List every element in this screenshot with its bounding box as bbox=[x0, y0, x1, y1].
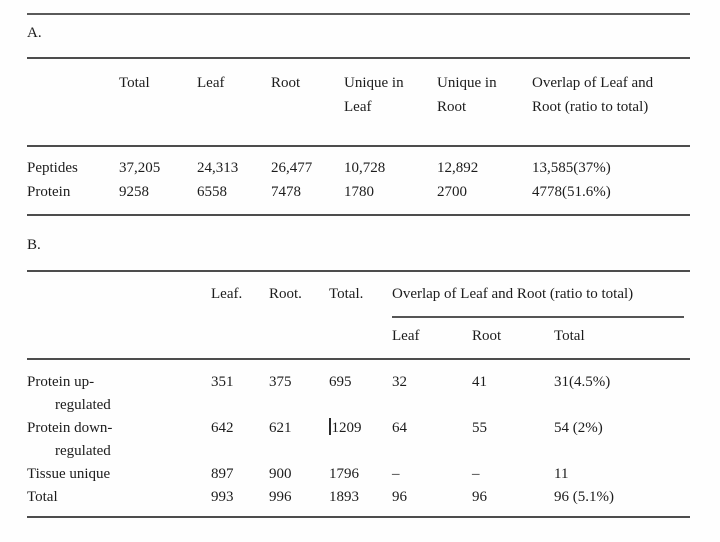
cell-unique-leaf: 1780 bbox=[344, 184, 374, 200]
table-row: Protein 9258 6558 7478 1780 2700 4778(51… bbox=[27, 180, 690, 204]
table-row: Tissue unique 897 900 1796 – – 11 bbox=[27, 463, 690, 486]
table-a-bottom-rule bbox=[27, 214, 690, 216]
cell-leaf: 351 bbox=[211, 374, 234, 390]
cell-unique-leaf: 10,728 bbox=[344, 160, 386, 176]
overlap-subheader-leaf: Leaf bbox=[392, 327, 420, 344]
rule-top bbox=[27, 13, 690, 15]
cell-overlap-total: 11 bbox=[554, 466, 569, 482]
cell-overlap-leaf: 32 bbox=[392, 374, 407, 390]
row-label: Protein up- regulated bbox=[27, 374, 111, 413]
cell-leaf: 993 bbox=[211, 489, 234, 505]
table-a-header-overlap: Overlap of Leaf and Root (ratio to total… bbox=[532, 75, 654, 115]
cell-overlap-leaf: 64 bbox=[392, 420, 407, 436]
cell-overlap-leaf: 96 bbox=[392, 489, 407, 505]
row-label: Protein bbox=[27, 184, 71, 200]
cell-overlap-root: 96 bbox=[472, 489, 487, 505]
cell-overlap-leaf: – bbox=[392, 466, 400, 482]
row-label: Peptides bbox=[27, 160, 78, 176]
table-row: Peptides 37,205 24,313 26,477 10,728 12,… bbox=[27, 156, 690, 180]
cell-overlap-root: – bbox=[472, 466, 480, 482]
cell-overlap-total: 54 (2%) bbox=[554, 420, 603, 436]
cell-leaf: 897 bbox=[211, 466, 234, 482]
table-b: Leaf. Root. Total. Overlap of Leaf and R… bbox=[27, 270, 690, 518]
cell-root: 375 bbox=[269, 374, 292, 390]
cell-overlap: 4778(51.6%) bbox=[532, 184, 611, 200]
table-a-header-row: Total Leaf Root Unique in Leaf Unique in… bbox=[27, 59, 690, 145]
section-b-label: B. bbox=[27, 237, 41, 253]
cell-root: 26,477 bbox=[271, 160, 313, 176]
cell-total: 37,205 bbox=[119, 160, 161, 176]
table-a-top-rule bbox=[27, 57, 690, 59]
cell-total: 1796 bbox=[329, 466, 359, 482]
table-a-header-unique-root: Unique in Root bbox=[437, 75, 497, 115]
table-b-body: Protein up- regulated 351 375 695 32 41 … bbox=[27, 360, 690, 516]
table-a-header-label bbox=[27, 71, 119, 145]
table-row: Protein up- regulated 351 375 695 32 41 … bbox=[27, 371, 690, 417]
cell-total: 9258 bbox=[119, 184, 149, 200]
table-b-header-label bbox=[27, 284, 211, 358]
cell-overlap: 13,585(37%) bbox=[532, 160, 611, 176]
table-a-header-leaf: Leaf bbox=[197, 75, 225, 91]
table-a-header-total: Total bbox=[119, 75, 150, 91]
cell-leaf: 6558 bbox=[197, 184, 227, 200]
cell-root: 621 bbox=[269, 420, 292, 436]
cell-unique-root: 2700 bbox=[437, 184, 467, 200]
cell-root: 996 bbox=[269, 489, 292, 505]
cell-unique-root: 12,892 bbox=[437, 160, 479, 176]
table-a-header-root: Root bbox=[271, 75, 301, 91]
section-a-label: A. bbox=[27, 25, 42, 41]
table-b-header-root: Root. bbox=[269, 286, 302, 302]
cell-total: 1893 bbox=[329, 489, 359, 505]
overlap-group-rule bbox=[392, 316, 684, 318]
table-b-header-rule bbox=[27, 358, 690, 360]
table-b-bottom-rule bbox=[27, 516, 690, 518]
row-label: Protein down- regulated bbox=[27, 420, 113, 459]
table-a-header-unique-leaf: Unique in Leaf bbox=[344, 75, 404, 115]
table-row: Total 993 996 1893 96 96 96 (5.1%) bbox=[27, 486, 690, 509]
table-a: Total Leaf Root Unique in Leaf Unique in… bbox=[27, 57, 690, 216]
cell-leaf: 642 bbox=[211, 420, 234, 436]
cell-total: 1209 bbox=[329, 417, 392, 463]
table-b-header: Leaf. Root. Total. Overlap of Leaf and R… bbox=[27, 272, 690, 358]
table-b-top-rule bbox=[27, 270, 690, 272]
table-b-header-total: Total. bbox=[329, 286, 364, 302]
cell-leaf: 24,313 bbox=[197, 160, 239, 176]
overlap-group-label: Overlap of Leaf and Root (ratio to total… bbox=[392, 286, 634, 302]
cell-overlap-total: 31(4.5%) bbox=[554, 374, 611, 390]
cell-overlap-root: 55 bbox=[472, 420, 487, 436]
table-b-header-leaf: Leaf. bbox=[211, 286, 243, 302]
overlap-subheader-root: Root bbox=[472, 327, 502, 344]
row-label: Total bbox=[27, 489, 58, 505]
table-a-body: Peptides 37,205 24,313 26,477 10,728 12,… bbox=[27, 147, 690, 214]
cell-overlap-total: 96 (5.1%) bbox=[554, 489, 614, 505]
cell-root: 7478 bbox=[271, 184, 301, 200]
cell-root: 900 bbox=[269, 466, 292, 482]
cell-total: 695 bbox=[329, 374, 352, 390]
cell-overlap-root: 41 bbox=[472, 374, 487, 390]
row-label: Tissue unique bbox=[27, 466, 111, 482]
table-a-header-rule bbox=[27, 145, 690, 147]
overlap-column-group: Overlap of Leaf and Root (ratio to total… bbox=[392, 284, 690, 358]
text-cursor-artifact bbox=[329, 418, 331, 435]
overlap-subheader-total: Total bbox=[554, 327, 585, 344]
table-row: Protein down- regulated 642 621 1209 64 … bbox=[27, 417, 690, 463]
